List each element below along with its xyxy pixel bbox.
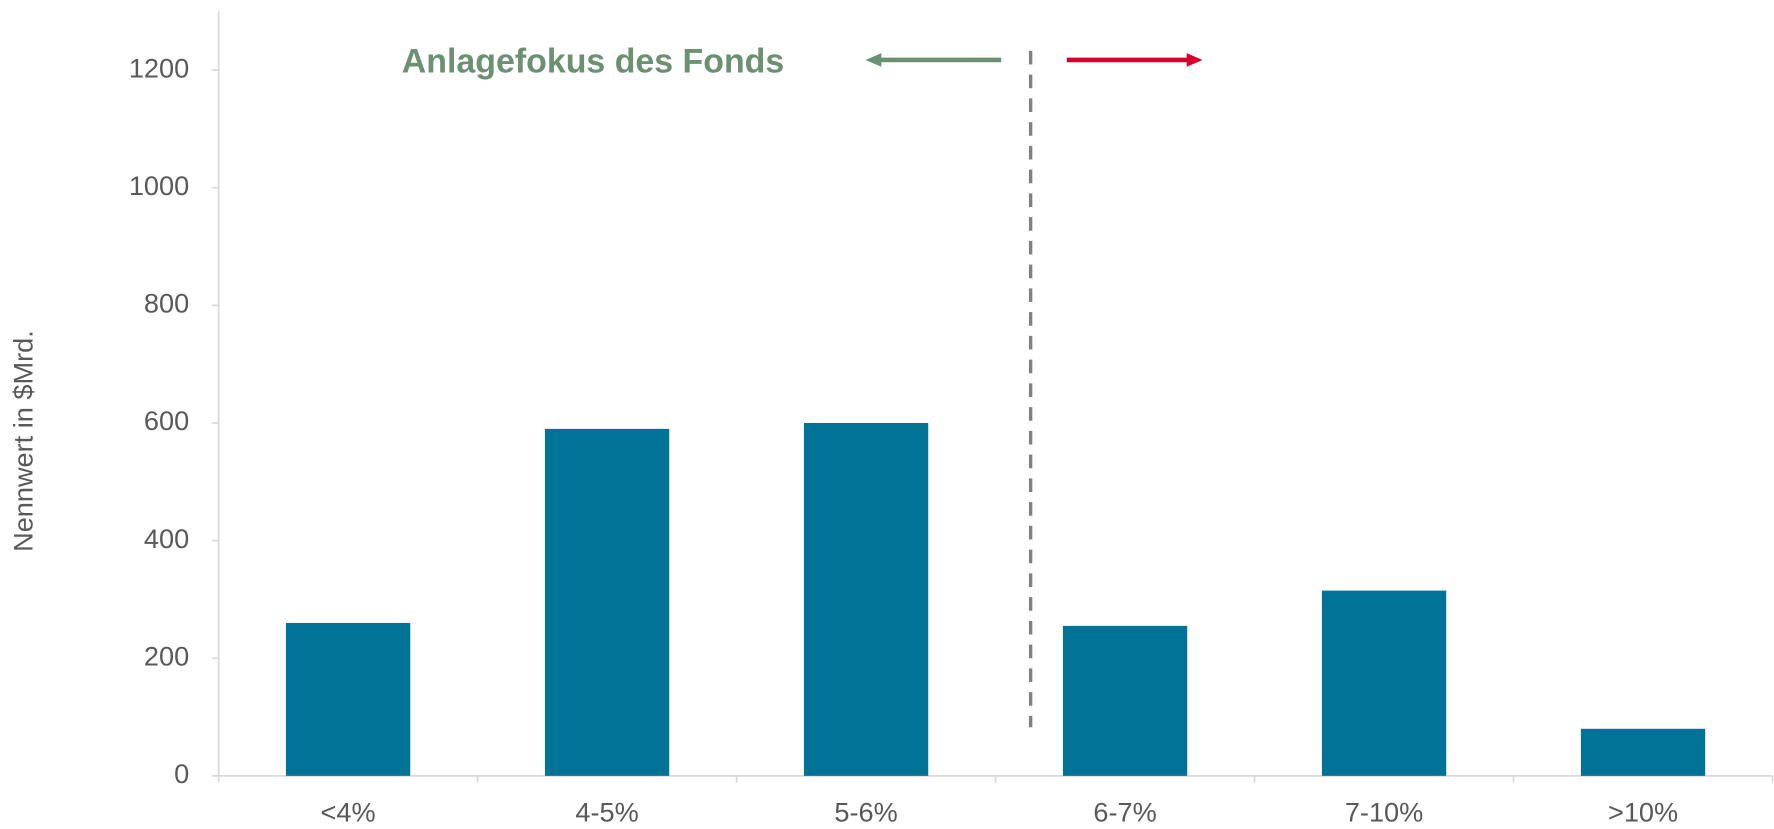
bar — [1580, 728, 1706, 776]
y-tick-label: 1200 — [129, 52, 189, 83]
bar — [1321, 590, 1447, 776]
x-tick-label: >10% — [1608, 796, 1678, 827]
y-tick-label: 400 — [144, 523, 189, 554]
bar — [803, 422, 929, 776]
bar — [1062, 625, 1188, 776]
x-tick-label: <4% — [321, 796, 376, 827]
y-tick-label: 800 — [144, 288, 189, 319]
y-tick-label: 1000 — [129, 170, 189, 201]
x-tick-label: 5-6% — [834, 796, 897, 827]
bar — [544, 428, 670, 776]
y-tick-label: 200 — [144, 640, 189, 671]
x-tick-label: 6-7% — [1093, 796, 1156, 827]
y-axis-label: Nennwert in $Mrd. — [7, 330, 38, 552]
x-tick-label: 4-5% — [575, 796, 638, 827]
bar — [285, 622, 411, 776]
y-tick-label: 0 — [174, 758, 189, 789]
arrows — [865, 50, 1203, 728]
annotation: Anlagefokus des Fonds — [402, 42, 784, 80]
y-tick-label: 600 — [144, 405, 189, 436]
x-tick-label: 7-10% — [1345, 796, 1423, 827]
